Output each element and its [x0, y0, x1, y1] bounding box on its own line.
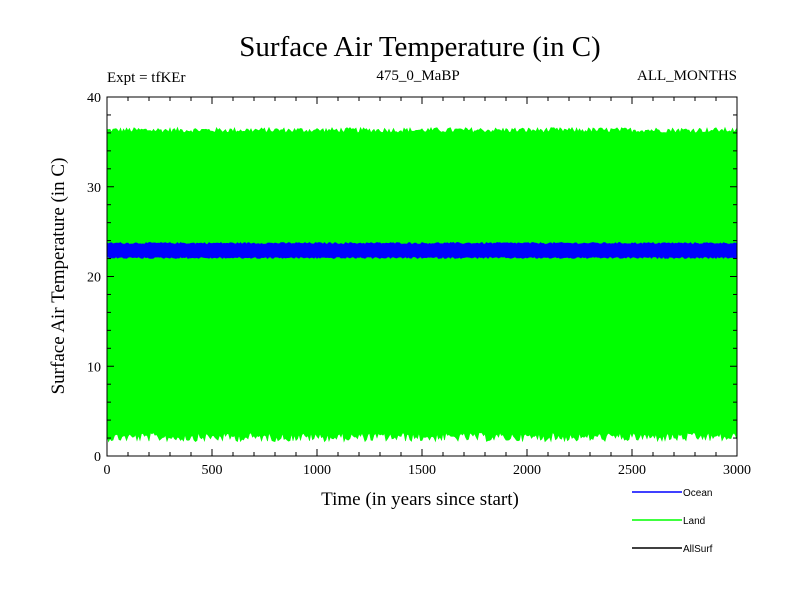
legend-label-ocean: Ocean: [683, 488, 712, 499]
header-right-label: ALL_MONTHS: [637, 68, 737, 84]
y-tick-label: 20: [87, 271, 101, 286]
y-tick-label: 0: [94, 450, 101, 465]
chart-title: Surface Air Temperature (in C): [239, 31, 600, 63]
y-tick-label: 30: [87, 181, 101, 196]
x-tick-label: 1000: [303, 463, 331, 478]
axis-ticks: 0 500 1000 1500 2000 2500 3000 0 10 20 30 40: [87, 91, 751, 478]
x-tick-label: 3000: [723, 463, 751, 478]
x-axis-label: Time (in years since start): [321, 489, 519, 510]
x-tick-label: 2500: [618, 463, 646, 478]
x-tick-label: 500: [202, 463, 223, 478]
x-tick-label: 2000: [513, 463, 541, 478]
legend: Ocean Land AllSurf: [632, 488, 713, 555]
series-land-band: [106, 126, 738, 443]
series-ocean-band: [106, 241, 738, 259]
x-tick-label: 0: [104, 463, 111, 478]
legend-label-land: Land: [683, 516, 705, 527]
y-tick-label: 40: [87, 91, 101, 106]
plot-area: [106, 126, 738, 443]
legend-label-allsurf: AllSurf: [683, 544, 713, 555]
y-tick-label: 10: [87, 360, 101, 375]
header-center-label: 475_0_MaBP: [376, 68, 459, 84]
header-left-label: Expt = tfKEr: [107, 70, 185, 86]
x-tick-label: 1500: [408, 463, 436, 478]
y-axis-label: Surface Air Temperature (in C): [48, 158, 69, 395]
